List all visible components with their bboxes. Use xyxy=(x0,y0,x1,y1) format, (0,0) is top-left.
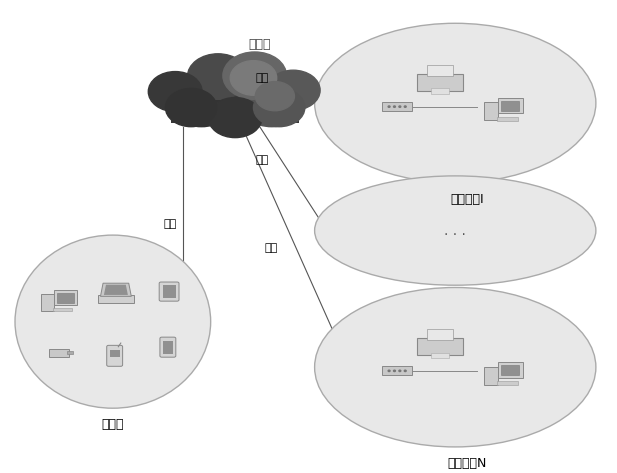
FancyBboxPatch shape xyxy=(163,341,173,354)
FancyBboxPatch shape xyxy=(49,349,70,357)
Circle shape xyxy=(165,88,217,127)
Circle shape xyxy=(194,63,276,125)
Circle shape xyxy=(394,370,395,372)
Circle shape xyxy=(254,88,305,127)
Circle shape xyxy=(188,54,249,99)
FancyBboxPatch shape xyxy=(57,293,74,303)
Polygon shape xyxy=(104,285,128,295)
FancyBboxPatch shape xyxy=(501,365,519,375)
Text: 邮件: 邮件 xyxy=(255,73,269,83)
FancyBboxPatch shape xyxy=(382,367,412,375)
Circle shape xyxy=(399,106,401,107)
Text: 邮件: 邮件 xyxy=(265,243,278,254)
Circle shape xyxy=(404,106,406,107)
FancyBboxPatch shape xyxy=(382,102,412,111)
Text: 打印店面N: 打印店面N xyxy=(448,457,487,470)
Text: 互联网: 互联网 xyxy=(248,38,271,51)
FancyBboxPatch shape xyxy=(431,352,449,358)
FancyBboxPatch shape xyxy=(427,329,453,341)
FancyBboxPatch shape xyxy=(163,285,176,298)
FancyBboxPatch shape xyxy=(159,282,179,301)
FancyBboxPatch shape xyxy=(110,350,120,357)
Circle shape xyxy=(230,61,276,95)
FancyBboxPatch shape xyxy=(107,345,123,366)
FancyBboxPatch shape xyxy=(427,65,453,76)
Circle shape xyxy=(148,71,202,112)
FancyBboxPatch shape xyxy=(160,337,176,357)
FancyBboxPatch shape xyxy=(501,101,519,111)
FancyBboxPatch shape xyxy=(97,296,135,303)
Text: 用户端: 用户端 xyxy=(102,418,124,431)
FancyBboxPatch shape xyxy=(497,381,518,385)
Polygon shape xyxy=(101,283,131,297)
Circle shape xyxy=(255,81,294,111)
Ellipse shape xyxy=(315,176,596,285)
FancyBboxPatch shape xyxy=(54,290,77,305)
Circle shape xyxy=(388,370,390,372)
Text: 邮件: 邮件 xyxy=(255,155,269,165)
Ellipse shape xyxy=(315,23,596,183)
FancyBboxPatch shape xyxy=(416,338,463,355)
Text: 打印店面I: 打印店面I xyxy=(450,193,484,206)
Circle shape xyxy=(404,370,406,372)
FancyBboxPatch shape xyxy=(497,117,518,121)
Circle shape xyxy=(399,370,401,372)
FancyBboxPatch shape xyxy=(41,294,54,311)
Circle shape xyxy=(239,78,305,127)
Circle shape xyxy=(388,106,390,107)
Circle shape xyxy=(267,70,320,110)
Circle shape xyxy=(168,78,234,127)
Ellipse shape xyxy=(315,288,596,447)
FancyBboxPatch shape xyxy=(416,74,463,91)
FancyBboxPatch shape xyxy=(497,362,523,377)
FancyBboxPatch shape xyxy=(53,308,72,311)
Ellipse shape xyxy=(15,235,210,408)
FancyBboxPatch shape xyxy=(67,351,73,354)
Circle shape xyxy=(223,52,286,99)
Circle shape xyxy=(208,97,262,138)
Circle shape xyxy=(394,106,395,107)
Text: . . .: . . . xyxy=(444,224,466,237)
FancyBboxPatch shape xyxy=(431,88,449,94)
FancyBboxPatch shape xyxy=(497,97,523,114)
FancyBboxPatch shape xyxy=(484,367,498,385)
FancyBboxPatch shape xyxy=(171,87,299,123)
Text: 邮件: 邮件 xyxy=(164,219,177,229)
FancyBboxPatch shape xyxy=(484,103,498,120)
